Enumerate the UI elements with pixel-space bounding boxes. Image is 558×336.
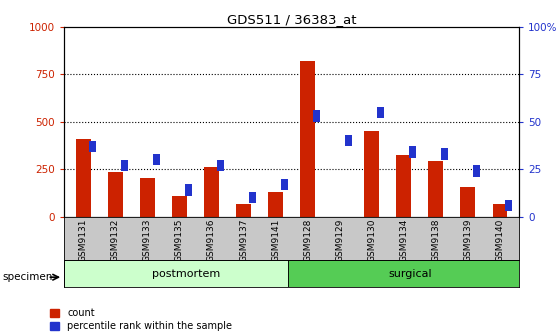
Bar <box>64 260 288 287</box>
Text: GSM9129: GSM9129 <box>335 218 344 262</box>
Bar <box>409 146 416 158</box>
Text: GSM9134: GSM9134 <box>399 218 408 262</box>
Text: GSM9131: GSM9131 <box>79 218 88 262</box>
Bar <box>377 107 384 118</box>
Bar <box>300 61 315 217</box>
Bar <box>493 204 507 217</box>
Text: GSM9139: GSM9139 <box>463 218 472 262</box>
Text: GSM9135: GSM9135 <box>175 218 184 262</box>
Bar <box>473 165 480 177</box>
Text: surgical: surgical <box>388 269 432 279</box>
Text: GSM9136: GSM9136 <box>207 218 216 262</box>
Text: postmortem: postmortem <box>152 269 220 279</box>
Bar <box>345 135 352 146</box>
Text: GSM9138: GSM9138 <box>431 218 440 262</box>
Legend: count, percentile rank within the sample: count, percentile rank within the sample <box>50 308 232 331</box>
Bar <box>140 178 155 217</box>
Bar <box>76 139 90 217</box>
Bar <box>108 172 123 217</box>
Bar <box>505 200 512 211</box>
Bar <box>396 155 411 217</box>
Text: GSM9140: GSM9140 <box>495 218 504 262</box>
Bar <box>460 187 475 217</box>
Bar <box>153 154 160 165</box>
Bar <box>364 131 379 217</box>
Bar <box>121 160 128 171</box>
Bar <box>429 161 443 217</box>
Bar <box>172 196 187 217</box>
Text: GSM9133: GSM9133 <box>143 218 152 262</box>
Bar <box>89 141 96 152</box>
Bar <box>185 184 192 196</box>
Text: GSM9128: GSM9128 <box>303 218 312 262</box>
Bar <box>268 192 283 217</box>
Bar <box>204 167 219 217</box>
Text: specimen: specimen <box>3 272 53 282</box>
Text: GSM9137: GSM9137 <box>239 218 248 262</box>
Bar <box>441 149 448 160</box>
Bar <box>288 260 519 287</box>
Title: GDS511 / 36383_at: GDS511 / 36383_at <box>227 13 357 26</box>
Text: GSM9132: GSM9132 <box>111 218 120 262</box>
Bar <box>236 204 251 217</box>
Bar <box>281 179 288 190</box>
Text: GSM9130: GSM9130 <box>367 218 376 262</box>
Bar <box>313 111 320 122</box>
Text: GSM9141: GSM9141 <box>271 218 280 262</box>
Bar <box>217 160 224 171</box>
Bar <box>249 192 256 203</box>
